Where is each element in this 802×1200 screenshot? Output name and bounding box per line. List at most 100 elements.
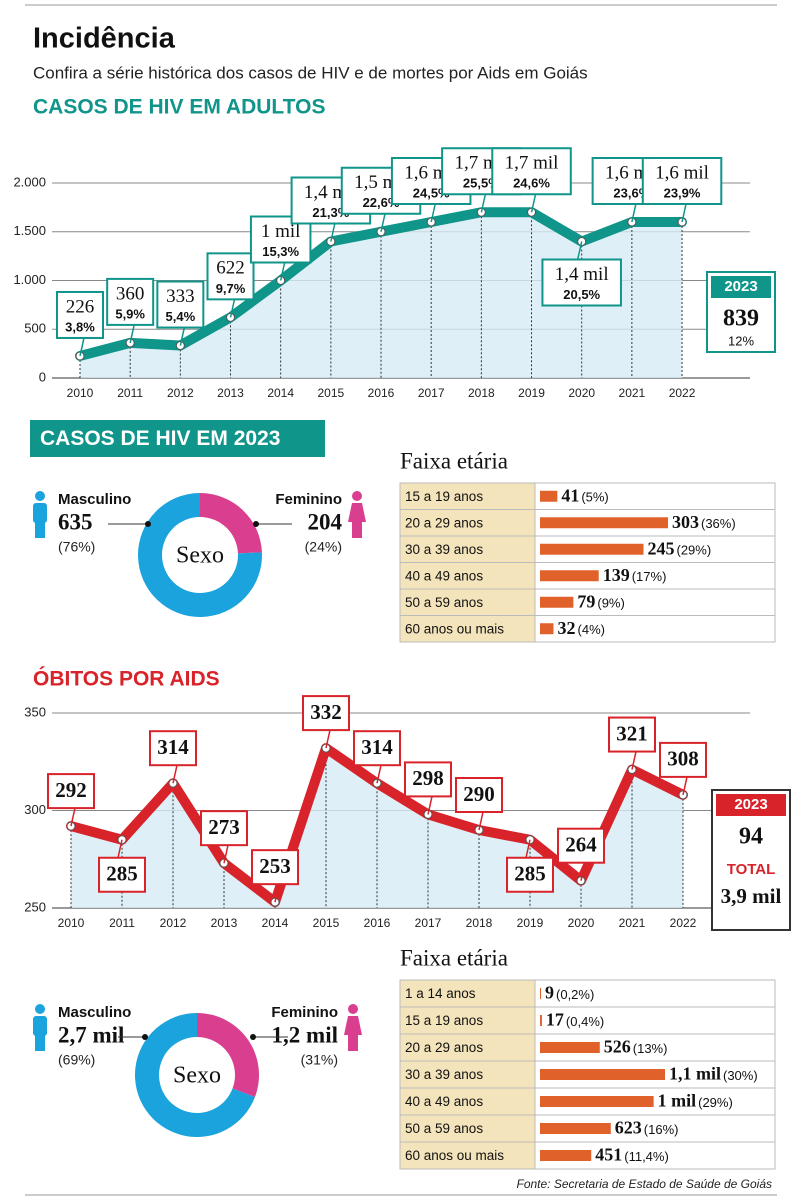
legend-name: Feminino: [271, 1004, 338, 1021]
bar: [540, 1096, 654, 1107]
row-label: 15 a 19 anos: [405, 489, 483, 504]
x-tick-label: 2017: [418, 386, 445, 400]
row-label-cell: [399, 615, 536, 643]
label-box: [106, 277, 155, 326]
legend-dot: [250, 1034, 256, 1040]
percent-label: 5,9%: [115, 306, 145, 321]
legend-percent: (69%): [58, 1052, 95, 1068]
highlight-percent: 12%: [728, 333, 754, 348]
bar-percent-label: (17%): [632, 569, 667, 584]
person-icon-legs: [348, 1035, 358, 1051]
legend-name: Masculino: [58, 1004, 131, 1021]
row-label: 60 anos ou mais: [405, 621, 504, 636]
bar-value-label: 526: [604, 1037, 631, 1057]
bar-value-label: 41: [561, 485, 579, 505]
x-tick-label: 2017: [415, 916, 442, 930]
data-label: 308: [667, 747, 699, 771]
person-icon-body: [348, 503, 366, 522]
x-tick-label: 2015: [317, 386, 344, 400]
x-tick-label: 2016: [364, 916, 391, 930]
highlight-year: 2023: [734, 796, 767, 813]
percent-label: 23,6%: [613, 185, 650, 200]
label-box: [455, 777, 503, 813]
y-tick-label: 1.000: [13, 272, 46, 287]
label-pointer: [79, 337, 85, 357]
legend-value: 1,2 mil: [272, 1022, 338, 1047]
bar-percent-label: (4%): [578, 622, 605, 637]
label-box: [608, 716, 656, 753]
label-box: [149, 730, 197, 767]
x-tick-label: 2010: [67, 386, 94, 400]
x-tick-label: 2019: [517, 916, 544, 930]
legend-value: 635: [58, 509, 93, 534]
percent-label: 3,8%: [65, 319, 95, 334]
bar-value-label: 303: [672, 512, 699, 532]
label-box: [353, 730, 401, 767]
y-tick-label: 350: [24, 704, 46, 719]
row-label: 1 a 14 anos: [405, 986, 476, 1001]
label-box: [200, 810, 248, 847]
label-pointer: [70, 807, 76, 827]
label-pointer: [129, 324, 135, 344]
label-pointer: [380, 213, 386, 232]
row-label: 15 a 19 anos: [405, 1013, 483, 1028]
bar-percent-label: (30%): [723, 1068, 758, 1083]
percent-label: 22,6%: [363, 195, 400, 210]
row-label-cell: [399, 535, 536, 563]
label-box: [404, 761, 452, 798]
row-label-cell: [399, 979, 536, 1008]
x-tick-label: 2012: [167, 386, 194, 400]
data-label: 285: [106, 862, 138, 886]
x-tick-label: 2022: [670, 916, 697, 930]
percent-label: 24,6%: [513, 176, 550, 191]
data-label: 360: [116, 283, 145, 304]
row-label: 30 a 39 anos: [405, 542, 483, 557]
bar: [540, 1015, 542, 1026]
data-label: 253: [259, 854, 291, 878]
row-label: 60 anos ou mais: [405, 1148, 504, 1163]
data-label: 290: [463, 782, 495, 806]
row-label-cell: [399, 1033, 536, 1062]
label-pointer: [525, 839, 531, 858]
bar: [540, 1150, 592, 1161]
data-label: 285: [514, 862, 546, 886]
bar-value-label: 623: [615, 1118, 642, 1138]
bar: [540, 543, 644, 555]
row-label: 20 a 29 anos: [405, 1040, 483, 1055]
data-label: 314: [157, 735, 189, 759]
bar-value-label: 245: [647, 538, 674, 558]
legend-percent: (31%): [301, 1052, 338, 1068]
label-box: [302, 695, 350, 732]
label-box: [541, 258, 622, 307]
bar-value-label: 1,1 mil: [669, 1064, 721, 1084]
x-tick-label: 2018: [468, 386, 495, 400]
label-box: [206, 252, 255, 301]
label-box: [557, 827, 605, 864]
label-box: [491, 147, 572, 196]
label-box: [47, 773, 95, 810]
chart-title: CASOS DE HIV EM ADULTOS: [33, 96, 325, 119]
label-box: [56, 290, 104, 339]
chart-title: Faixa etária: [400, 945, 508, 970]
label-pointer: [376, 765, 382, 784]
label-pointer: [330, 223, 336, 242]
data-label: 333: [166, 286, 195, 307]
donut-segment: [200, 493, 262, 554]
x-tick-label: 2010: [58, 916, 85, 930]
bar-percent-label: (36%): [701, 516, 736, 531]
bar-percent-label: (0,2%): [556, 987, 594, 1002]
source: Fonte: Secretaria de Estado de Saúde de …: [517, 1177, 773, 1191]
data-label: 226: [66, 296, 95, 317]
bar: [540, 1123, 611, 1134]
legend-value: 204: [308, 509, 343, 534]
y-tick-label: 300: [24, 802, 46, 817]
page-title: Incidência: [33, 23, 176, 55]
legend-percent: (76%): [58, 539, 95, 555]
legend-dot: [145, 521, 151, 527]
percent-label: 24,5%: [413, 185, 450, 200]
donut-segment: [135, 1013, 255, 1137]
bar-percent-label: (13%): [633, 1041, 668, 1056]
bar: [540, 596, 574, 608]
percent-label: 21,3%: [312, 205, 349, 220]
highlight-band: [716, 794, 786, 816]
